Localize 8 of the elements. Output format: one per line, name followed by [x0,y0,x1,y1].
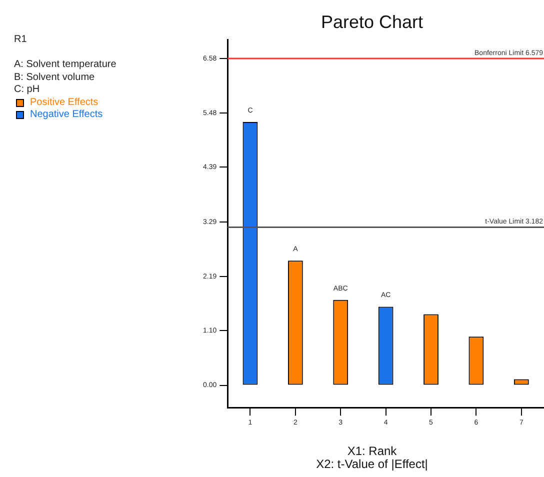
text: C: pH [14,84,41,96]
text: R1 [14,34,28,46]
text: B: Solvent volume [14,72,96,84]
legend-label: Positive Effects [30,96,98,109]
x-axis-title: X1: Rank X2: t-Value of |Effect| [315,444,429,471]
text: A: Solvent temperature [14,59,116,72]
legend-label: Negative Effects [30,109,103,122]
chart-title: Pareto Chart [320,12,424,32]
